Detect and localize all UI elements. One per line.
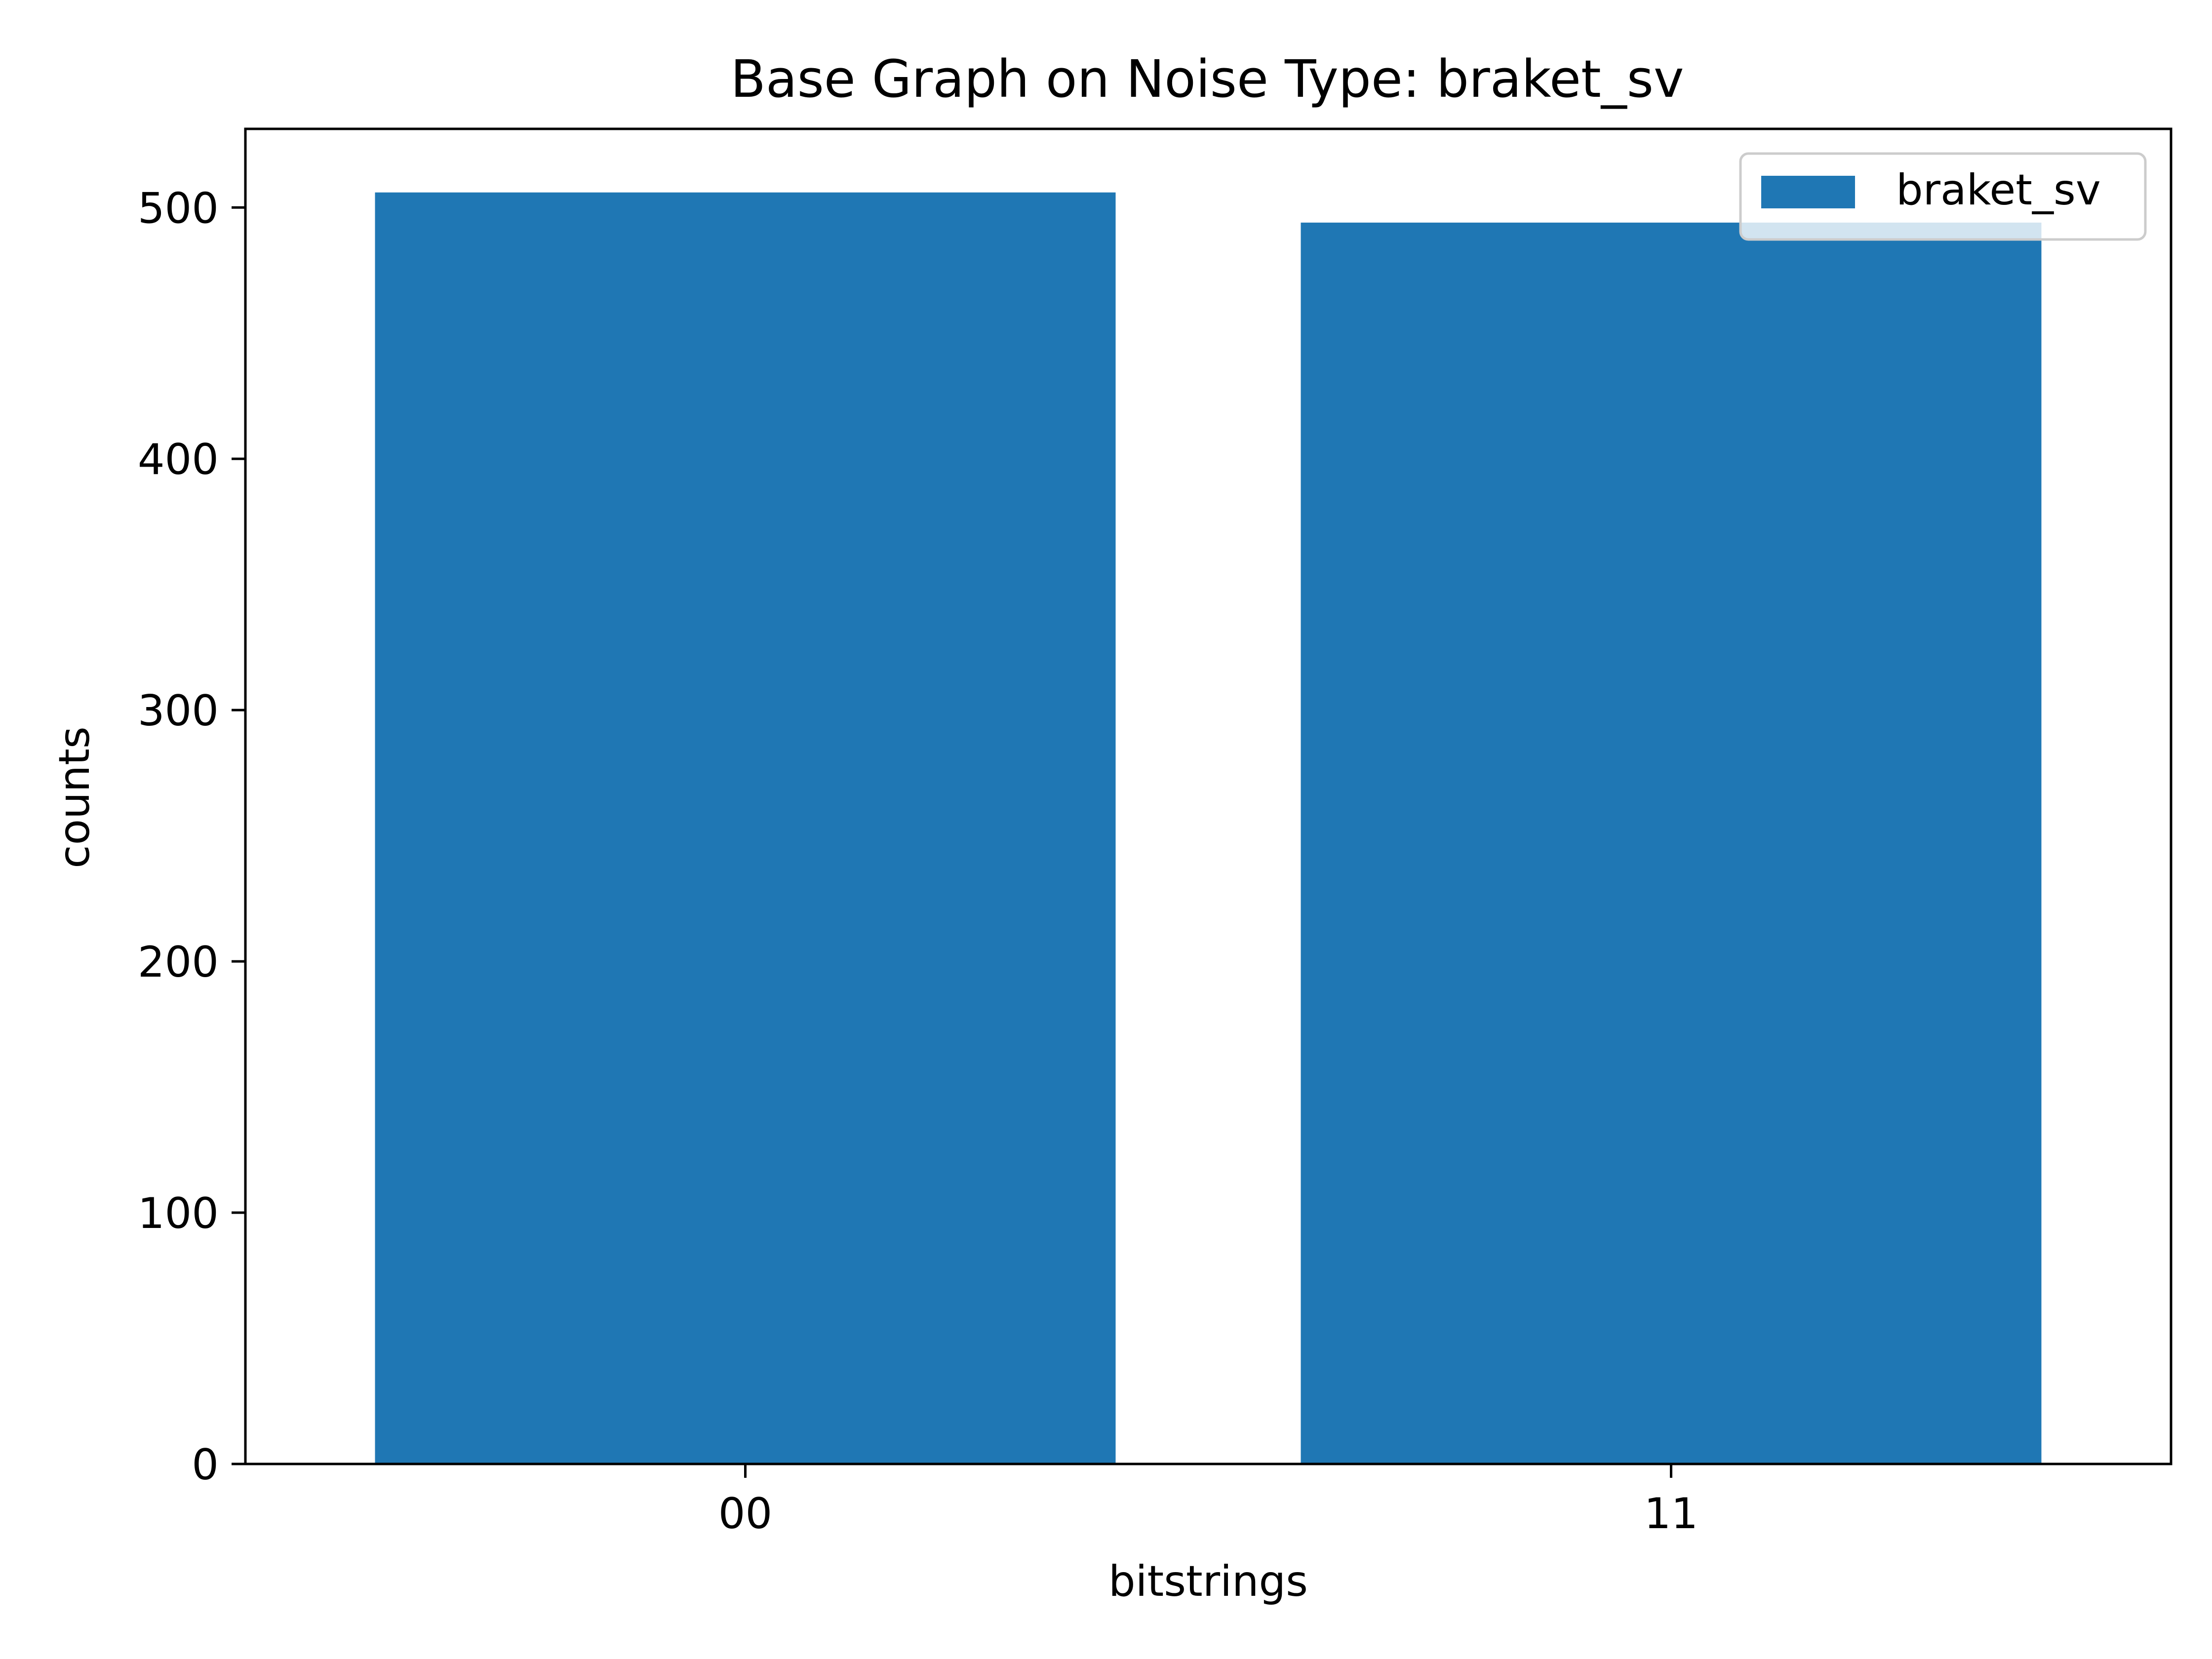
y-axis-ticks: 0 100 200 300 400 500 (138, 184, 245, 1490)
plot-frame (244, 127, 2172, 1465)
y-tick-label: 400 (138, 435, 219, 484)
x-axis-label: bitstrings (1108, 1557, 1308, 1606)
legend-label: braket_sv (1896, 165, 2101, 215)
bar-00 (375, 192, 1116, 1464)
x-axis-ticks: 00 11 (718, 1464, 1698, 1539)
y-tick-label: 300 (138, 686, 219, 736)
bars-group (375, 192, 2042, 1464)
chart-title: Base Graph on Noise Type: braket_sv (730, 49, 1684, 109)
y-tick-label: 100 (138, 1189, 219, 1238)
bar-11 (1301, 222, 2042, 1464)
y-axis-label: counts (50, 726, 99, 868)
y-tick-label: 200 (138, 938, 219, 987)
x-tick-label: 11 (1644, 1489, 1698, 1539)
legend-box (1739, 152, 2147, 241)
y-tick-label: 500 (138, 184, 219, 233)
legend: braket_sv (1739, 152, 2147, 241)
legend-swatch (1761, 176, 1855, 208)
x-tick-label: 00 (718, 1489, 772, 1539)
y-tick-label: 0 (192, 1440, 219, 1490)
